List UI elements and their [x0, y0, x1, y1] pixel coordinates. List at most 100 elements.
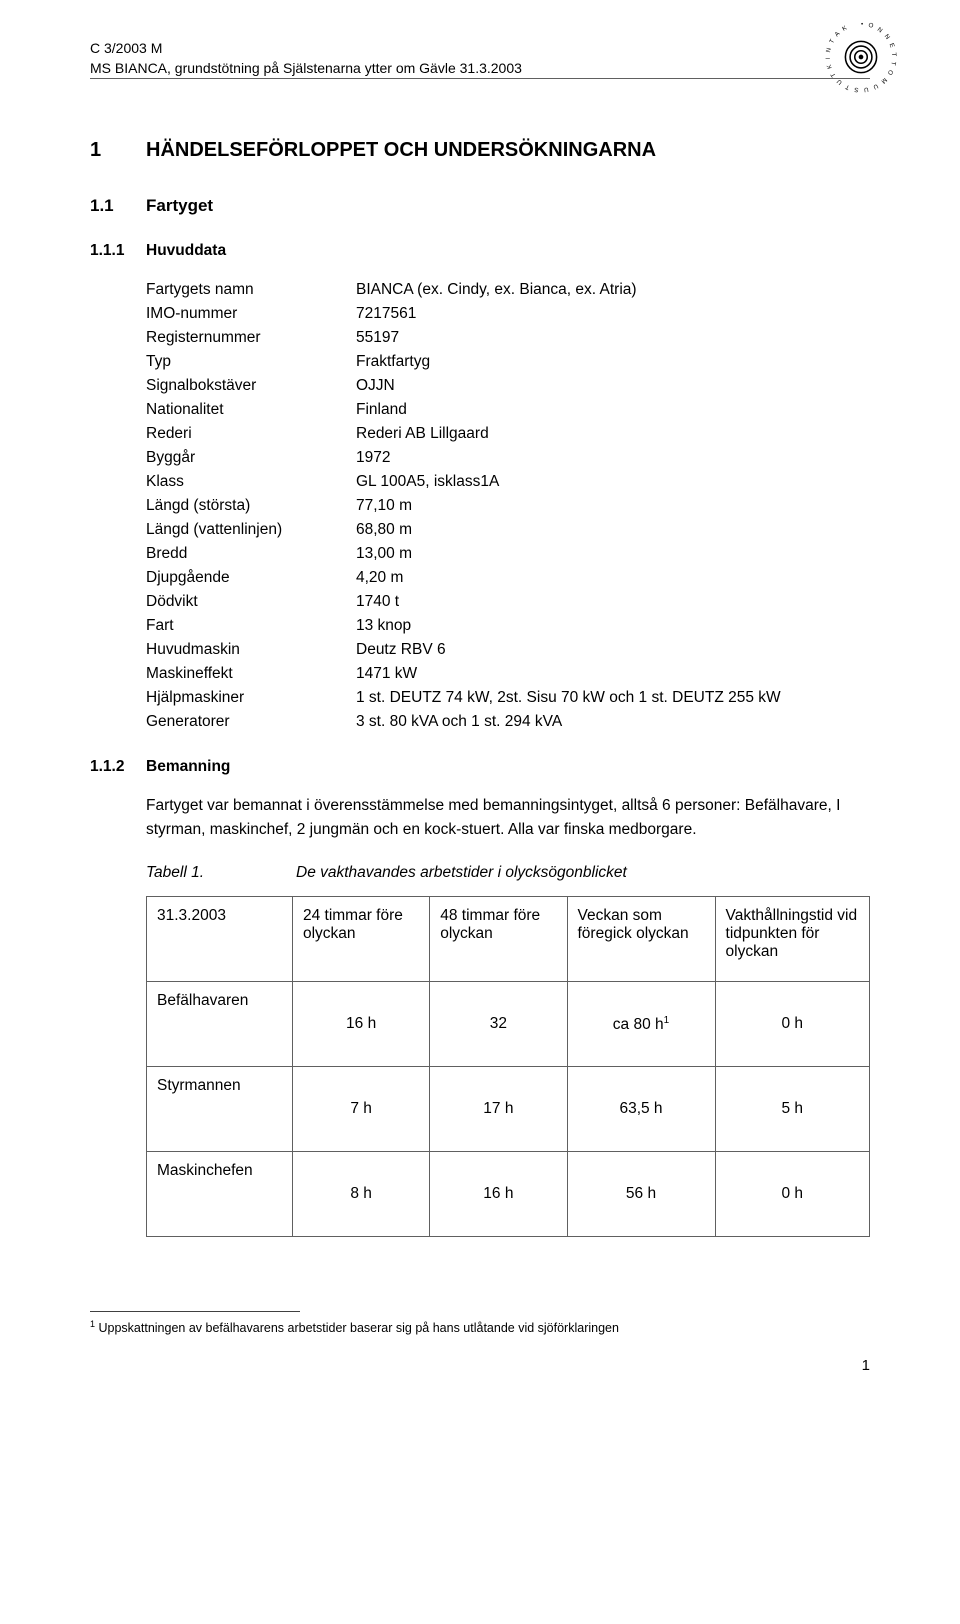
table-rowlabel: Maskinchefen [147, 1152, 293, 1237]
spec-value: 1471 kW [356, 662, 870, 686]
footnote-text: 1 Uppskattningen av befälhavarens arbets… [90, 1318, 870, 1338]
footnote-divider [90, 1311, 300, 1312]
spec-label: IMO-nummer [146, 302, 356, 326]
spec-row: TypFraktfartyg [146, 350, 870, 374]
table-cell: 0 h [715, 1152, 869, 1237]
table-row: Befälhavaren16 h32ca 80 h10 h [147, 982, 870, 1067]
table-cell: 8 h [292, 1152, 429, 1237]
table-caption-text: De vakthavandes arbetstider i olycksögon… [296, 864, 627, 882]
header-divider [90, 78, 870, 79]
spec-value: Finland [356, 398, 870, 422]
spec-value: 68,80 m [356, 518, 870, 542]
table-caption-label: Tabell 1. [146, 864, 296, 882]
table-header-cell: Vakthållningstid vid tidpunkten för olyc… [715, 897, 869, 982]
spec-label: Rederi [146, 422, 356, 446]
spec-row: NationalitetFinland [146, 398, 870, 422]
spec-label: Dödvikt [146, 590, 356, 614]
spec-value: 55197 [356, 326, 870, 350]
spec-label: Generatorer [146, 710, 356, 734]
spec-value: 1740 t [356, 590, 870, 614]
table-row: Maskinchefen8 h16 h56 h0 h [147, 1152, 870, 1237]
spec-value: 3 st. 80 kVA och 1 st. 294 kVA [356, 710, 870, 734]
h1-number: 1 [90, 139, 146, 162]
spec-label: Hjälpmaskiner [146, 686, 356, 710]
table-cell: 63,5 h [567, 1067, 715, 1152]
work-hours-table: 31.3.200324 timmar före olyckan48 timmar… [146, 896, 870, 1237]
h3a-number: 1.1.1 [90, 242, 146, 260]
spec-value: 1972 [356, 446, 870, 470]
spec-row: Dödvikt1740 t [146, 590, 870, 614]
table-cell: 16 h [430, 1152, 567, 1237]
spec-value: 1 st. DEUTZ 74 kW, 2st. Sisu 70 kW och 1… [356, 686, 870, 710]
spec-label: Längd (största) [146, 494, 356, 518]
spec-value: Deutz RBV 6 [356, 638, 870, 662]
spec-row: Fartygets namnBIANCA (ex. Cindy, ex. Bia… [146, 278, 870, 302]
spec-row: Hjälpmaskiner1 st. DEUTZ 74 kW, 2st. Sis… [146, 686, 870, 710]
h2-title: Fartyget [146, 196, 213, 216]
spec-row: Generatorer3 st. 80 kVA och 1 st. 294 kV… [146, 710, 870, 734]
spec-value: 13 knop [356, 614, 870, 638]
spec-value: Rederi AB Lillgaard [356, 422, 870, 446]
spec-row: Registernummer55197 [146, 326, 870, 350]
spec-row: KlassGL 100A5, isklass1A [146, 470, 870, 494]
table-row: Styrmannen7 h17 h63,5 h5 h [147, 1067, 870, 1152]
spec-row: SignalbokstäverOJJN [146, 374, 870, 398]
spec-row: Byggår1972 [146, 446, 870, 470]
table-cell: 56 h [567, 1152, 715, 1237]
spec-label: Byggår [146, 446, 356, 470]
spec-row: Bredd13,00 m [146, 542, 870, 566]
table-header-cell: 48 timmar före olyckan [430, 897, 567, 982]
h3b-title: Bemanning [146, 758, 230, 776]
table-rowlabel: Befälhavaren [147, 982, 293, 1067]
spec-row: Längd (vattenlinjen)68,80 m [146, 518, 870, 542]
spec-label: Nationalitet [146, 398, 356, 422]
spec-label: Registernummer [146, 326, 356, 350]
h3a-title: Huvuddata [146, 242, 226, 260]
spec-row: IMO-nummer7217561 [146, 302, 870, 326]
table-cell: 0 h [715, 982, 869, 1067]
table-cell: 7 h [292, 1067, 429, 1152]
table-rowlabel: Styrmannen [147, 1067, 293, 1152]
spec-label: Klass [146, 470, 356, 494]
spec-value: 77,10 m [356, 494, 870, 518]
spec-label: Signalbokstäver [146, 374, 356, 398]
spec-value: GL 100A5, isklass1A [356, 470, 870, 494]
spec-value: BIANCA (ex. Cindy, ex. Bianca, ex. Atria… [356, 278, 870, 302]
org-logo: • O N N E T T O M U U S T U T K I N T A … [822, 18, 900, 101]
spec-label: Bredd [146, 542, 356, 566]
doc-subtitle: MS BIANCA, grundstötning på Själstenarna… [90, 60, 870, 76]
h1-title: HÄNDELSEFÖRLOPPET OCH UNDERSÖKNINGARNA [146, 139, 656, 162]
spec-label: Djupgående [146, 566, 356, 590]
spec-label: Huvudmaskin [146, 638, 356, 662]
spec-value: 4,20 m [356, 566, 870, 590]
table-cell: 16 h [292, 982, 429, 1067]
crew-paragraph: Fartyget var bemannat i överensstämmelse… [146, 794, 870, 842]
spec-value: Fraktfartyg [356, 350, 870, 374]
spec-row: Längd (största)77,10 m [146, 494, 870, 518]
spec-list: Fartygets namnBIANCA (ex. Cindy, ex. Bia… [146, 278, 870, 734]
table-cell: 32 [430, 982, 567, 1067]
spec-row: Maskineffekt1471 kW [146, 662, 870, 686]
spec-label: Fart [146, 614, 356, 638]
table-cell: 5 h [715, 1067, 869, 1152]
table-header-cell: 31.3.2003 [147, 897, 293, 982]
spec-label: Maskineffekt [146, 662, 356, 686]
table-header-cell: Veckan som föregick olyckan [567, 897, 715, 982]
spec-label: Längd (vattenlinjen) [146, 518, 356, 542]
spec-row: RederiRederi AB Lillgaard [146, 422, 870, 446]
table-header-cell: 24 timmar före olyckan [292, 897, 429, 982]
doc-reference: C 3/2003 M [90, 40, 870, 56]
table-cell: 17 h [430, 1067, 567, 1152]
h2-number: 1.1 [90, 196, 146, 216]
page-number: 1 [862, 1357, 870, 1374]
table-cell: ca 80 h1 [567, 982, 715, 1067]
spec-value: 13,00 m [356, 542, 870, 566]
spec-label: Typ [146, 350, 356, 374]
h3b-number: 1.1.2 [90, 758, 146, 776]
spec-value: OJJN [356, 374, 870, 398]
spec-row: Fart13 knop [146, 614, 870, 638]
spec-row: Djupgående4,20 m [146, 566, 870, 590]
spec-value: 7217561 [356, 302, 870, 326]
spec-label: Fartygets namn [146, 278, 356, 302]
spec-row: HuvudmaskinDeutz RBV 6 [146, 638, 870, 662]
